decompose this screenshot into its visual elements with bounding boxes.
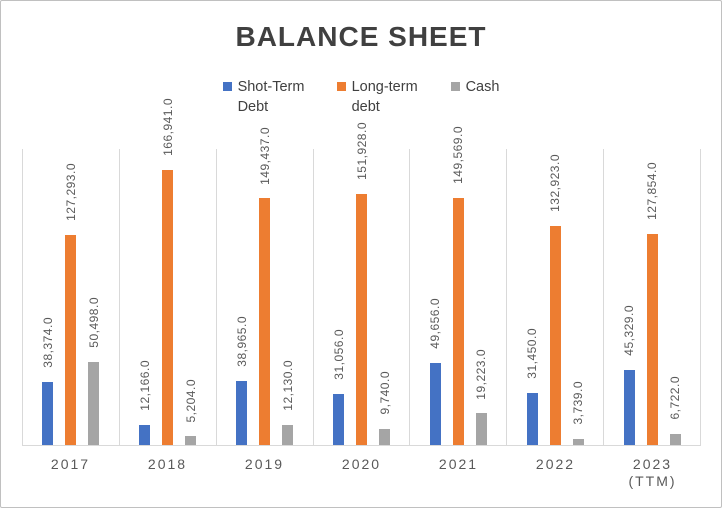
bar-with-label: 45,329.0 bbox=[622, 305, 636, 445]
x-axis-label: 2019 bbox=[216, 456, 313, 490]
x-axis-label-text: 2017 bbox=[50, 456, 91, 472]
legend-swatch-icon bbox=[450, 82, 460, 91]
bar bbox=[42, 381, 54, 445]
data-label: 127,293.0 bbox=[63, 163, 78, 221]
category-group: 38,965.0 149,437.0 12,130.0 bbox=[215, 127, 313, 445]
bar bbox=[623, 370, 635, 445]
x-axis-label-text: 2019 bbox=[244, 456, 285, 472]
data-label: 31,450.0 bbox=[525, 328, 540, 380]
bar bbox=[139, 424, 151, 445]
x-axis-label-text: 2022 bbox=[535, 456, 576, 472]
bar-with-label: 38,965.0 bbox=[235, 316, 249, 445]
bar bbox=[236, 380, 248, 445]
bar-with-label: 149,569.0 bbox=[451, 126, 465, 445]
bar-with-label: 31,056.0 bbox=[332, 329, 346, 445]
bar bbox=[475, 413, 487, 445]
bar-with-label: 9,740.0 bbox=[378, 371, 392, 445]
bar bbox=[646, 234, 658, 445]
data-label: 6,722.0 bbox=[668, 376, 683, 420]
x-axis: 2017 2018 2019 2020 2021 2022 2023 (TTM) bbox=[22, 456, 701, 490]
bar bbox=[549, 225, 561, 445]
bar-with-label: 166,941.0 bbox=[161, 98, 175, 445]
data-label: 50,498.0 bbox=[86, 296, 101, 348]
bar bbox=[669, 433, 681, 445]
x-axis-label-text: 2021 bbox=[438, 456, 479, 472]
category-group: 45,329.0 127,854.0 6,722.0 bbox=[603, 149, 700, 445]
legend-swatch-icon bbox=[336, 82, 346, 91]
bar-with-label: 6,722.0 bbox=[668, 376, 682, 445]
data-label: 149,569.0 bbox=[451, 126, 466, 185]
legend-item: Long-term debt bbox=[336, 77, 424, 117]
x-axis-label-text: 2023 (TTM) bbox=[628, 456, 677, 489]
bar bbox=[88, 361, 100, 445]
category-group: 31,056.0 151,928.0 9,740.0 bbox=[312, 122, 410, 445]
data-label: 132,923.0 bbox=[548, 153, 563, 212]
data-label: 49,656.0 bbox=[428, 298, 443, 350]
data-label: 127,854.0 bbox=[645, 162, 660, 220]
data-label: 12,166.0 bbox=[137, 360, 152, 411]
bar-with-label: 38,374.0 bbox=[41, 317, 55, 445]
category-group: 12,166.0 166,941.0 5,204.0 bbox=[118, 98, 216, 445]
bar-with-label: 19,223.0 bbox=[474, 349, 488, 445]
x-axis-label: 2023 (TTM) bbox=[604, 456, 701, 490]
bar-with-label: 3,739.0 bbox=[571, 381, 585, 445]
bar-with-label: 31,450.0 bbox=[525, 328, 539, 445]
data-label: 19,223.0 bbox=[474, 348, 489, 400]
legend-label: Cash bbox=[465, 79, 500, 95]
bar bbox=[333, 393, 344, 445]
x-axis-label: 2018 bbox=[119, 456, 216, 490]
bar-with-label: 149,437.0 bbox=[258, 127, 272, 445]
x-axis-label: 2017 bbox=[22, 456, 119, 490]
legend-item: Shot-Term Debt bbox=[222, 77, 310, 117]
bar bbox=[379, 428, 390, 445]
data-label: 151,928.0 bbox=[354, 122, 369, 181]
bar bbox=[65, 235, 77, 445]
x-axis-label: 2021 bbox=[410, 456, 507, 490]
bar bbox=[282, 425, 294, 445]
bar bbox=[429, 363, 441, 445]
bar bbox=[526, 393, 538, 445]
data-label: 38,965.0 bbox=[234, 315, 249, 367]
data-label: 45,329.0 bbox=[622, 305, 637, 357]
bar-with-label: 127,293.0 bbox=[64, 163, 78, 445]
bar-with-label: 12,130.0 bbox=[281, 360, 295, 445]
legend-swatch-icon bbox=[222, 82, 232, 91]
plot-area: 38,374.0 127,293.0 50,498.0 12,166.0 166,941… bbox=[22, 98, 701, 446]
x-axis-label-text: 2018 bbox=[147, 456, 188, 472]
legend-item: Cash bbox=[450, 77, 500, 97]
legend: Shot-Term Debt Long-term debt Cash bbox=[1, 77, 721, 117]
category-group: 38,374.0 127,293.0 50,498.0 bbox=[22, 149, 119, 445]
bar-with-label: 151,928.0 bbox=[355, 122, 369, 445]
bar bbox=[572, 438, 584, 445]
bar bbox=[185, 436, 197, 445]
category-group: 49,656.0 149,569.0 19,223.0 bbox=[409, 126, 506, 445]
bar-with-label: 50,498.0 bbox=[87, 297, 101, 445]
legend-label: Shot-Term Debt bbox=[237, 79, 305, 115]
bar bbox=[259, 198, 271, 445]
legend-label: Long-term debt bbox=[351, 79, 418, 115]
bar-with-label: 12,166.0 bbox=[138, 360, 152, 445]
bar-with-label: 127,854.0 bbox=[645, 162, 659, 445]
x-axis-label: 2022 bbox=[507, 456, 604, 490]
data-label: 166,941.0 bbox=[160, 97, 175, 156]
bar bbox=[162, 169, 174, 445]
data-label: 31,056.0 bbox=[331, 329, 346, 380]
x-axis-label-text: 2020 bbox=[341, 456, 382, 472]
data-label: 9,740.0 bbox=[377, 371, 392, 415]
x-axis-label: 2020 bbox=[313, 456, 410, 490]
bar-with-label: 132,923.0 bbox=[548, 154, 562, 445]
bar bbox=[356, 194, 367, 445]
category-group: 31,450.0 132,923.0 3,739.0 bbox=[506, 149, 603, 445]
bar-with-label: 49,656.0 bbox=[428, 298, 442, 445]
data-label: 38,374.0 bbox=[40, 316, 55, 368]
data-label: 12,130.0 bbox=[280, 360, 295, 411]
bar-with-label: 5,204.0 bbox=[184, 379, 198, 445]
data-label: 5,204.0 bbox=[183, 378, 198, 423]
data-label: 149,437.0 bbox=[257, 126, 272, 185]
data-label: 3,739.0 bbox=[571, 381, 586, 425]
bar bbox=[452, 198, 464, 445]
chart-title: BALANCE SHEET bbox=[235, 21, 487, 52]
